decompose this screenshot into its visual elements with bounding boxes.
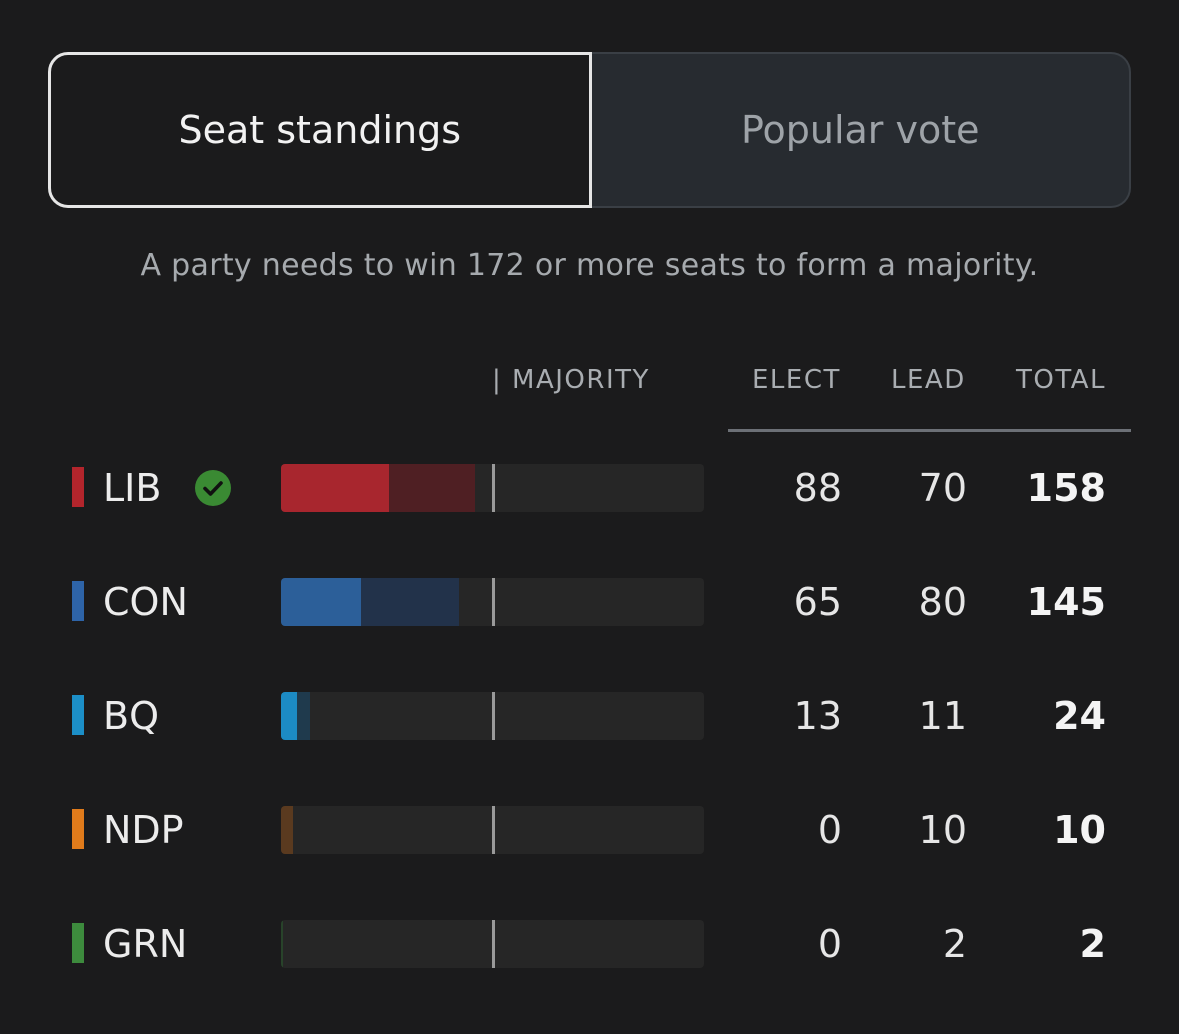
elected-count: 0 <box>817 808 842 852</box>
total-seats: 24 <box>1053 694 1106 738</box>
leading-count: 70 <box>918 466 967 510</box>
results-tabs: Seat standings Popular vote <box>48 52 1131 208</box>
leading-count: 11 <box>918 694 967 738</box>
leading-seats-bar <box>296 692 311 740</box>
party-row-bq: BQ 13 11 24 <box>0 691 1179 741</box>
leading-seats-bar <box>281 806 294 854</box>
elected-seats-bar <box>281 692 297 740</box>
party-name: CON <box>103 580 188 624</box>
majority-note: A party needs to win 172 or more seats t… <box>140 248 1039 283</box>
leading-seats-bar <box>360 578 459 626</box>
elected-seats-bar <box>281 578 361 626</box>
total-seats: 158 <box>1026 466 1106 510</box>
seat-bar <box>281 464 704 512</box>
party-name: LIB <box>103 466 162 510</box>
elected-count: 88 <box>793 466 842 510</box>
party-row-ndp: NDP 0 10 10 <box>0 805 1179 855</box>
majority-header: | MAJORITY <box>492 365 650 395</box>
elected-count: 65 <box>793 580 842 624</box>
party-row-con: CON 65 80 145 <box>0 577 1179 627</box>
party-color-swatch <box>72 467 84 507</box>
majority-marker <box>492 920 495 968</box>
total-seats: 2 <box>1079 922 1106 966</box>
tab-seat-standings[interactable]: Seat standings <box>48 52 592 208</box>
majority-marker <box>492 464 495 512</box>
party-name: GRN <box>103 922 188 966</box>
leading-count: 10 <box>918 808 967 852</box>
lead-header: LEAD <box>891 365 966 395</box>
party-row-grn: GRN 0 2 2 <box>0 919 1179 969</box>
seat-bar <box>281 578 704 626</box>
party-color-swatch <box>72 809 84 849</box>
leading-count: 80 <box>918 580 967 624</box>
elected-count: 13 <box>793 694 842 738</box>
total-seats: 10 <box>1053 808 1106 852</box>
elected-seats-bar <box>281 464 389 512</box>
party-row-lib: LIB 88 70 158 <box>0 463 1179 513</box>
seat-bar <box>281 692 704 740</box>
majority-marker <box>492 806 495 854</box>
header-divider <box>728 429 1131 432</box>
party-color-swatch <box>72 923 84 963</box>
party-name: NDP <box>103 808 184 852</box>
majority-marker <box>492 578 495 626</box>
leading-seats-bar <box>281 920 284 968</box>
leading-seats-bar <box>388 464 475 512</box>
party-name: BQ <box>103 694 159 738</box>
winner-check-icon <box>195 470 231 506</box>
elect-header: ELECT <box>752 365 841 395</box>
majority-marker <box>492 692 495 740</box>
party-color-swatch <box>72 581 84 621</box>
total-seats: 145 <box>1026 580 1106 624</box>
tab-popular-vote[interactable]: Popular vote <box>591 52 1131 208</box>
party-color-swatch <box>72 695 84 735</box>
elected-count: 0 <box>817 922 842 966</box>
leading-count: 2 <box>942 922 967 966</box>
seat-bar <box>281 806 704 854</box>
seat-bar <box>281 920 704 968</box>
total-header: TOTAL <box>1016 365 1106 395</box>
